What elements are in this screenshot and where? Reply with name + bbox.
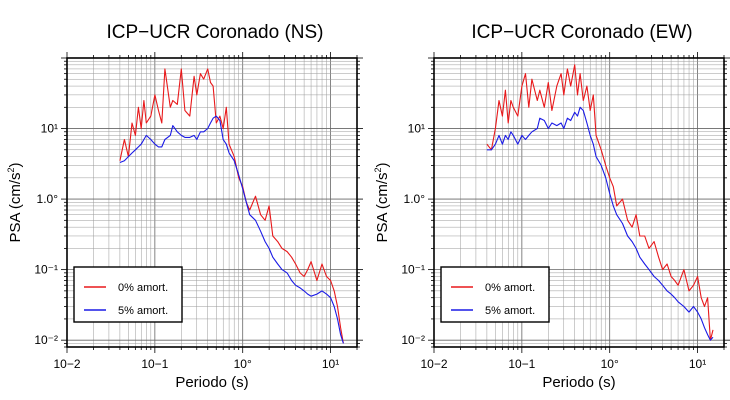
series-line-5pct (486, 106, 714, 341)
series-line-0pct (486, 64, 714, 341)
x-tick-label: 10° (234, 357, 252, 371)
y-axis-label-close: ) (374, 162, 391, 167)
legend-box (440, 266, 550, 323)
legend: 0% amort. 5% amort. (73, 266, 183, 323)
y-axis-label: PSA (cm/s2) (373, 162, 391, 242)
y-axis-label-exponent: 2 (373, 167, 383, 172)
legend: 0% amort. 5% amort. (440, 266, 550, 323)
x-tick-label: 10−1 (508, 357, 535, 371)
legend-label: 0% amort. (485, 282, 535, 294)
legend-label: 5% amort. (485, 305, 535, 317)
y-tick-label: 10⁻¹ (34, 263, 58, 277)
legend-label: 0% amort. (118, 282, 168, 294)
y-axis-label-exponent: 2 (6, 167, 16, 172)
y-axis-label-close: ) (7, 162, 24, 167)
y-tick-label: 10¹ (408, 122, 425, 136)
chart-panel-ew: ICP−UCR Coronado (EW) 10−2 10−1 10° 10¹ 10⁻² 1… (373, 22, 730, 391)
y-tick-label: 10⁻² (401, 333, 425, 347)
x-tick-label: 10¹ (322, 357, 339, 371)
grid (66, 57, 358, 348)
y-tick-label: 10¹ (41, 122, 58, 136)
series-line-0pct (119, 68, 344, 344)
x-axis-label: Periodo (s) (542, 374, 615, 391)
y-tick-label: 10⁻² (34, 333, 58, 347)
x-tick-label: 10¹ (689, 357, 706, 371)
chart-title: ICP−UCR Coronado (NS) (107, 22, 324, 43)
chart-panel-ns: ICP−UCR Coronado (NS) 10−2 10−1 10° 10¹ 10⁻² 1… (6, 22, 363, 391)
x-tick-label: 10−2 (53, 357, 80, 371)
y-tick-label: 1.0° (404, 192, 426, 206)
y-tick-label: 1.0° (37, 192, 59, 206)
x-tick-label: 10−1 (141, 357, 168, 371)
y-axis-label-text: PSA (cm/s (7, 173, 24, 243)
x-tick-label: 10−2 (420, 357, 447, 371)
chart-title: ICP−UCR Coronado (EW) (471, 22, 692, 43)
x-tick-label: 10° (601, 357, 619, 371)
y-axis-label: PSA (cm/s2) (6, 162, 24, 242)
legend-box (73, 266, 183, 323)
series-line-5pct (119, 115, 344, 344)
y-tick-label: 10⁻¹ (401, 263, 425, 277)
y-axis-label-text: PSA (cm/s (374, 173, 391, 243)
x-axis-label: Periodo (s) (175, 374, 248, 391)
legend-label: 5% amort. (118, 305, 168, 317)
